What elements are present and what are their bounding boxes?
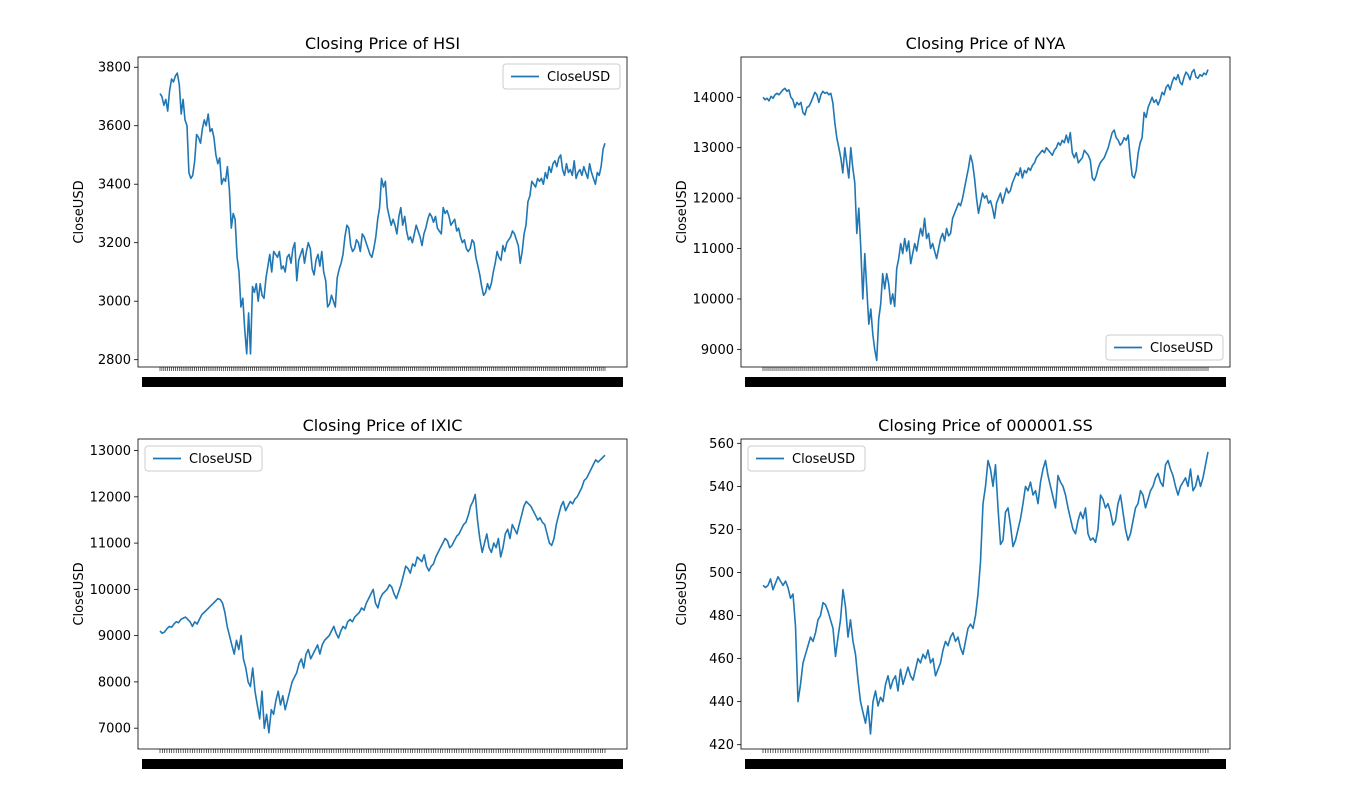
- legend-box: [1105, 334, 1224, 361]
- x-tick-marks: [762, 749, 1209, 753]
- y-tick-label: 500: [709, 566, 734, 581]
- y-tick-label: 10000: [90, 583, 131, 598]
- chart-panel-3: Closing Price of IXIC 7000 8000 9000 10000 11…: [72, 416, 628, 769]
- chart-title: Closing Price of 000001.SS: [878, 416, 1093, 435]
- y-tick-label: 11000: [693, 242, 734, 257]
- chart-panel-2: Closing Price of NYA 9000 10000 11000 12000 1…: [675, 34, 1231, 387]
- series-line-closeusd: [762, 451, 1209, 735]
- legend: CloseUSD: [144, 445, 263, 472]
- y-tick-label: 10000: [693, 292, 734, 307]
- series-line-closeusd: [159, 72, 606, 355]
- legend-box: [502, 63, 621, 90]
- legend: CloseUSD: [1105, 334, 1224, 361]
- plot-frame: [137, 56, 628, 368]
- y-tick-label: 3200: [98, 236, 131, 251]
- y-tick-label: 460: [709, 652, 734, 667]
- legend: CloseUSD: [747, 445, 866, 472]
- y-tick-label: 13000: [693, 141, 734, 156]
- legend-label: CloseUSD: [792, 452, 855, 467]
- y-tick-label: 13000: [90, 444, 131, 459]
- y-axis-label: CloseUSD: [72, 180, 87, 243]
- x-tick-labels-overlap: [745, 377, 1226, 387]
- legend-box: [747, 445, 866, 472]
- chart-title: Closing Price of NYA: [906, 34, 1066, 53]
- x-tick-marks: [159, 749, 606, 753]
- legend: CloseUSD: [502, 63, 621, 90]
- y-tick-label: 8000: [98, 675, 131, 690]
- legend-label: CloseUSD: [547, 70, 610, 85]
- series-line-closeusd: [762, 68, 1209, 362]
- x-tick-labels-overlap: [142, 759, 623, 769]
- y-tick-label: 7000: [98, 722, 131, 737]
- x-tick-marks: [762, 367, 1209, 371]
- chart-title: Closing Price of HSI: [305, 34, 460, 53]
- y-tick-label: 3600: [98, 119, 131, 134]
- plot-frame: [740, 56, 1231, 368]
- y-tick-label: 9000: [701, 343, 734, 358]
- y-axis-label: CloseUSD: [675, 180, 690, 243]
- y-tick-label: 14000: [693, 91, 734, 106]
- legend-label: CloseUSD: [189, 452, 252, 467]
- legend-box: [144, 445, 263, 472]
- y-tick-label: 12000: [90, 490, 131, 505]
- y-tick-label: 420: [709, 738, 734, 753]
- chart-panel-1: Closing Price of HSI 2800 3000 3200 3400 3600…: [72, 34, 628, 387]
- y-tick-label: 2800: [98, 353, 131, 368]
- y-tick-label: 3400: [98, 178, 131, 193]
- x-tick-labels-overlap: [142, 377, 623, 387]
- y-tick-label: 520: [709, 523, 734, 538]
- y-tick-label: 3000: [98, 295, 131, 310]
- series-line-closeusd: [159, 454, 606, 734]
- x-tick-labels-overlap: [745, 759, 1226, 769]
- y-axis-label: CloseUSD: [675, 562, 690, 625]
- legend-label: CloseUSD: [1150, 341, 1213, 356]
- y-tick-label: 3800: [98, 61, 131, 76]
- chart-panel-4: Closing Price of 000001.SS 420 440 460 480 50…: [675, 416, 1231, 769]
- x-tick-marks: [159, 367, 606, 371]
- y-tick-label: 480: [709, 609, 734, 624]
- y-tick-label: 11000: [90, 537, 131, 552]
- y-tick-label: 9000: [98, 629, 131, 644]
- chart-title: Closing Price of IXIC: [303, 416, 463, 435]
- y-tick-label: 560: [709, 437, 734, 452]
- y-tick-label: 12000: [693, 192, 734, 207]
- y-tick-label: 440: [709, 695, 734, 710]
- y-axis-label: CloseUSD: [72, 562, 87, 625]
- y-tick-label: 540: [709, 480, 734, 495]
